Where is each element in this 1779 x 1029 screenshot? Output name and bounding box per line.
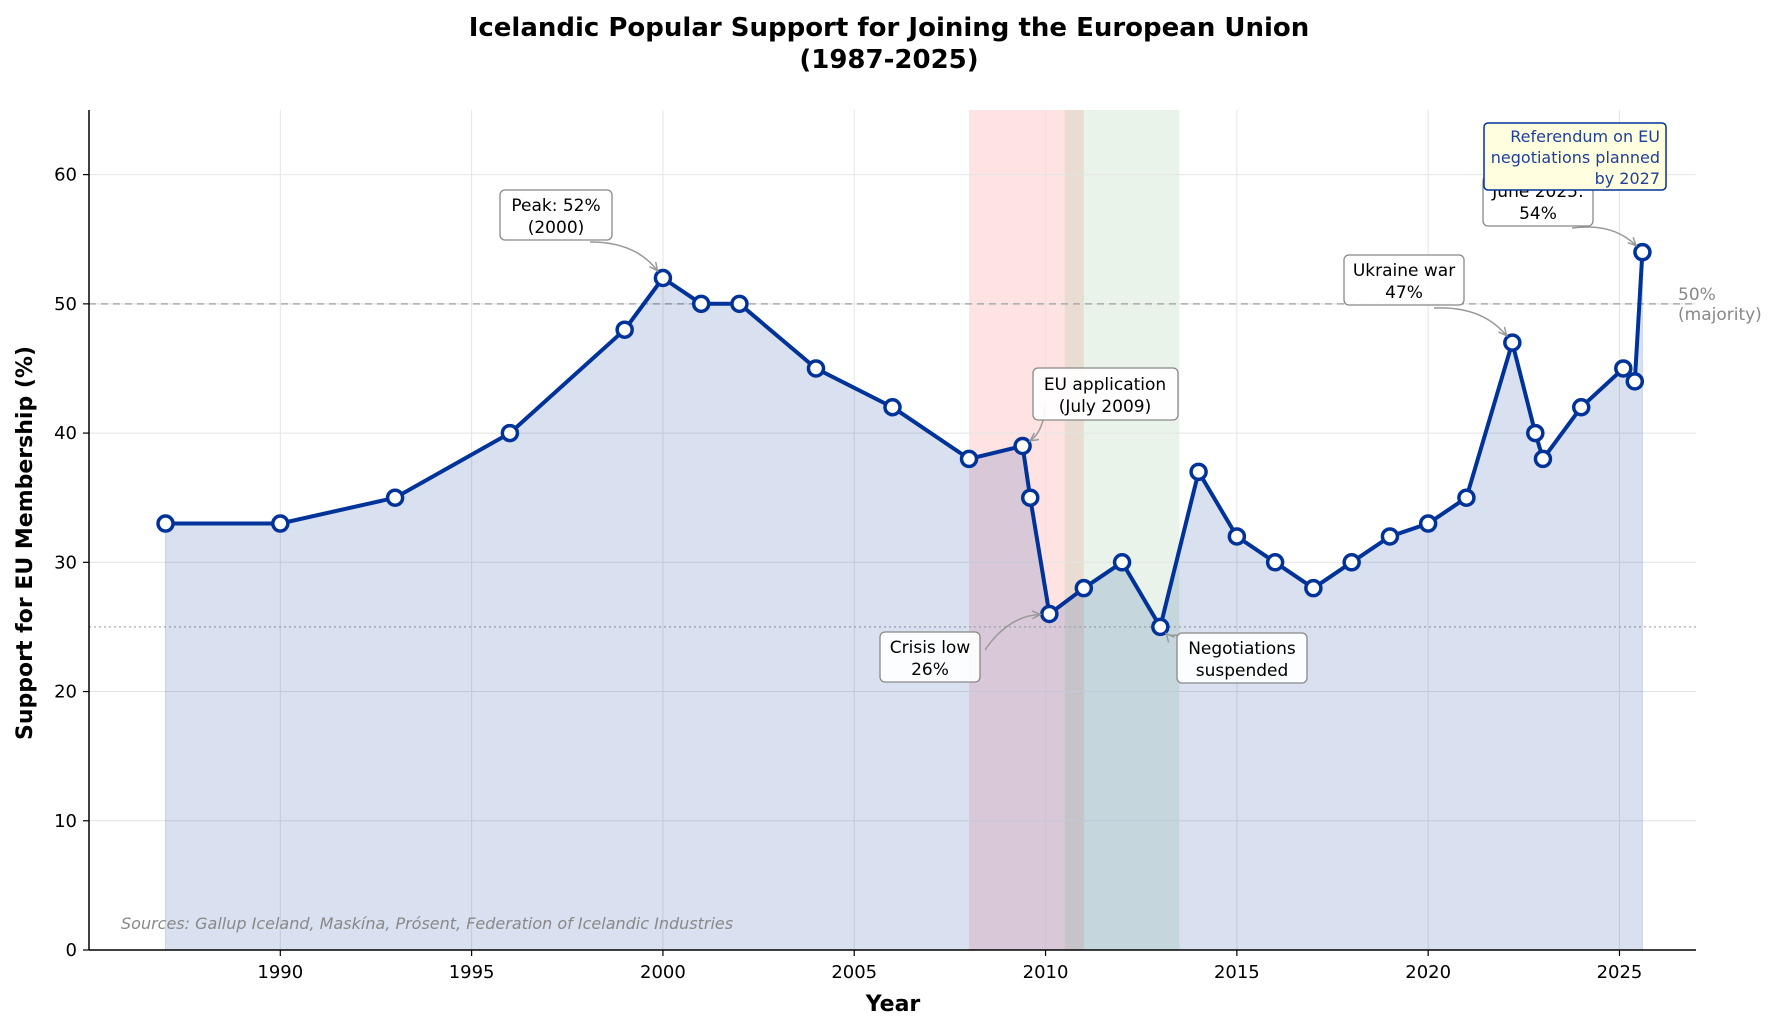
- y-tick-label: 10: [54, 811, 77, 832]
- x-tick-label: 2015: [1214, 962, 1260, 983]
- annotation-ukraine-war-line1: Ukraine war: [1353, 261, 1455, 281]
- annotation-peak: Peak: 52% (2000): [499, 189, 659, 273]
- source-note: Sources: Gallup Iceland, Maskína, Prósen…: [121, 914, 733, 933]
- referendum-note: Referendum on EU negotiations planned by…: [1483, 122, 1667, 191]
- annotation-peak-arrow: [589, 241, 659, 273]
- annotation-crisis-low-box: [879, 631, 981, 683]
- x-tick-label: 2000: [640, 962, 686, 983]
- data-point-31: [1633, 242, 1652, 262]
- annotations: Peak: 52% (2000) EU application (July 20…: [499, 122, 1667, 684]
- annotation-ukraine-war-arrow: [1433, 307, 1508, 338]
- annotation-ukraine-war: Ukraine war 47%: [1343, 254, 1508, 338]
- data-point-6: [691, 294, 711, 314]
- data-point-26: [1526, 423, 1545, 443]
- referendum-note-box: [1483, 122, 1667, 191]
- data-point-30: [1625, 372, 1645, 391]
- data-point-23: [1418, 514, 1438, 533]
- shaded-periods: [969, 110, 1180, 950]
- data-point-24: [1457, 488, 1476, 507]
- shaded-period-1: [1064, 110, 1180, 950]
- data-point-19: [1265, 553, 1285, 572]
- data-point-11: [1013, 436, 1032, 456]
- chart-title-line1: Icelandic Popular Support for Joining th…: [469, 13, 1310, 43]
- series-area-fill: [165, 252, 1643, 951]
- annotation-eu-application: EU application (July 2009): [1028, 367, 1179, 442]
- x-tick-label: 1990: [257, 962, 303, 983]
- data-point-18: [1227, 527, 1247, 546]
- annotation-crisis-low-arrow: [984, 610, 1043, 651]
- data-point-10: [959, 449, 979, 469]
- data-point-29: [1614, 359, 1633, 378]
- annotation-eu-application-line1: EU application: [1044, 375, 1166, 395]
- y-tick-label: 60: [54, 165, 77, 186]
- annotation-crisis-low-line1: Crisis low: [890, 638, 971, 658]
- annotation-negotiations-suspended: Negotiations suspended: [1165, 632, 1308, 684]
- y-axis-ticks: 0 10 20 30 40 50 60: [54, 165, 89, 961]
- x-tick-label: 2025: [1597, 962, 1643, 983]
- data-point-12: [1020, 488, 1040, 507]
- data-point-2: [385, 488, 405, 507]
- x-tick-label: 2005: [831, 962, 877, 983]
- annotation-crisis-low-line2: 26%: [911, 660, 949, 680]
- annotation-june-2025-arrow: [1571, 226, 1638, 247]
- data-point-4: [615, 320, 634, 339]
- data-point-21: [1342, 553, 1361, 572]
- referendum-note-line3: by 2027: [1595, 169, 1660, 188]
- annotation-peak-line1: Peak: 52%: [511, 196, 600, 216]
- data-point-16: [1151, 617, 1170, 637]
- referendum-note-line2: negotiations planned: [1491, 148, 1660, 167]
- data-point-9: [883, 397, 902, 417]
- x-tick-label: 2010: [1023, 962, 1069, 983]
- annotation-negotiations-suspended-line2: suspended: [1196, 661, 1289, 681]
- shaded-period-0: [969, 110, 1084, 950]
- data-point-14: [1074, 578, 1094, 598]
- annotation-eu-application-box: [1032, 367, 1179, 421]
- x-tick-label: 1995: [449, 962, 495, 983]
- majority-label-line2: (majority): [1678, 305, 1762, 325]
- annotation-ukraine-war-box: [1343, 254, 1465, 306]
- annotation-peak-box: [499, 189, 613, 241]
- data-point-17: [1189, 462, 1208, 482]
- y-tick-label: 50: [54, 294, 77, 315]
- data-point-22: [1380, 527, 1400, 546]
- data-point-15: [1112, 553, 1132, 572]
- referendum-note-line1: Referendum on EU: [1510, 127, 1660, 146]
- data-point-1: [271, 514, 290, 533]
- data-point-5: [653, 268, 673, 288]
- data-point-7: [730, 294, 749, 314]
- reference-lines: 50% (majority): [89, 285, 1762, 628]
- data-point-8: [806, 359, 826, 378]
- annotation-negotiations-suspended-box: [1176, 632, 1308, 684]
- annotation-june-2025-line2: 54%: [1519, 204, 1557, 224]
- data-points: [156, 242, 1652, 637]
- x-tick-label: 2020: [1405, 962, 1451, 983]
- y-tick-label: 0: [66, 940, 77, 961]
- annotation-ukraine-war-line2: 47%: [1385, 283, 1423, 303]
- data-point-0: [156, 514, 175, 533]
- data-point-3: [500, 423, 520, 443]
- data-point-25: [1503, 333, 1522, 352]
- majority-label-line1: 50%: [1678, 285, 1716, 305]
- y-tick-label: 20: [54, 682, 77, 703]
- data-point-27: [1533, 449, 1553, 469]
- annotation-crisis-low: Crisis low 26%: [879, 610, 1043, 683]
- data-point-13: [1040, 604, 1059, 624]
- y-tick-label: 40: [54, 423, 77, 444]
- data-point-20: [1304, 578, 1323, 598]
- data-point-28: [1571, 397, 1591, 417]
- x-axis-ticks: 1990 1995 2000 2005 2010 2015 2020 2025: [257, 950, 1642, 983]
- chart-title-line2: (1987-2025): [799, 45, 978, 75]
- annotation-peak-line2: (2000): [528, 218, 585, 238]
- annotation-negotiations-suspended-line1: Negotiations: [1188, 639, 1296, 659]
- y-tick-label: 30: [54, 552, 77, 573]
- x-axis-label: Year: [865, 992, 921, 1017]
- y-axis-label: Support for EU Membership (%): [13, 346, 38, 740]
- annotation-eu-application-line2: (July 2009): [1059, 397, 1152, 417]
